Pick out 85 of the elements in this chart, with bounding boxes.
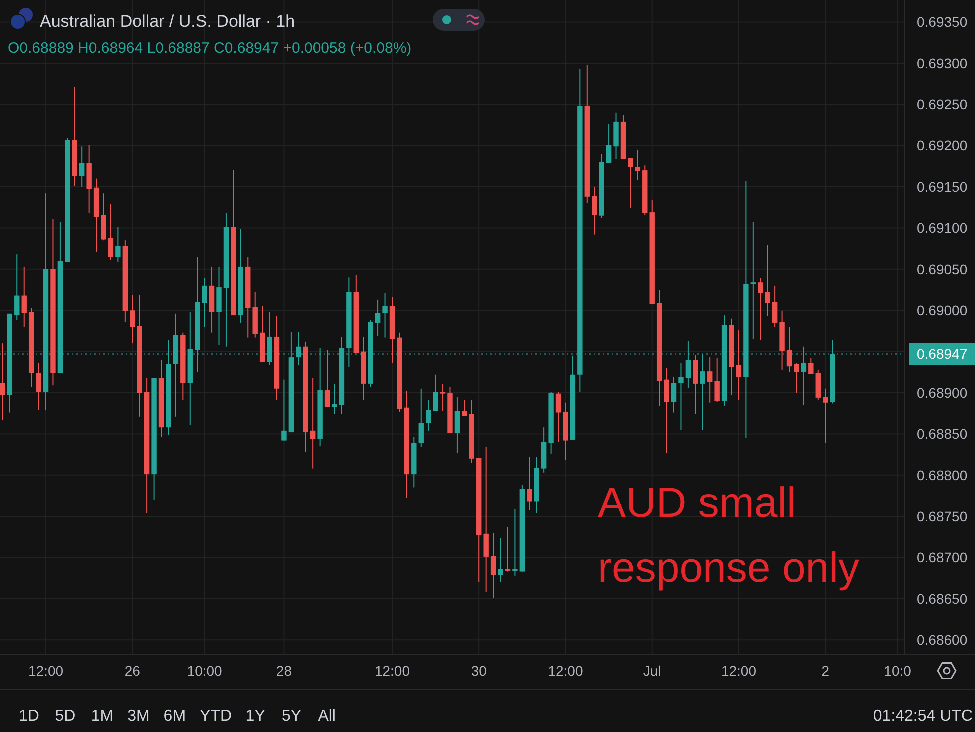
x-tick-label: 12:00 xyxy=(28,663,64,679)
candlestick xyxy=(0,343,6,421)
y-tick-label: 0.69350 xyxy=(917,14,968,30)
candlestick xyxy=(786,326,792,373)
candlestick xyxy=(36,362,42,411)
candlestick xyxy=(116,226,121,262)
candlestick xyxy=(462,400,468,417)
y-tick-label: 0.69000 xyxy=(917,302,968,319)
text: 3M xyxy=(128,708,150,725)
x-tick-label: 10:0 xyxy=(884,663,912,679)
annotation: AUD small response only xyxy=(598,479,860,591)
x-tick-label: 12:00 xyxy=(374,663,410,679)
y-tick-label: 0.69200 xyxy=(917,138,968,154)
y-tick-label: 0.69250 xyxy=(917,96,968,113)
candlestick xyxy=(794,362,800,394)
text: Australian Dollar / U.S. Dollar · 1h xyxy=(40,12,296,31)
text: 01:42:54 UTC xyxy=(873,708,973,725)
candlestick xyxy=(418,388,424,448)
text: YTD xyxy=(200,708,232,725)
text: 5D xyxy=(55,708,76,725)
candlestick xyxy=(498,538,504,583)
candlestick xyxy=(693,354,698,415)
candlestick xyxy=(440,383,446,412)
candlestick xyxy=(592,186,598,236)
y-tick-label: 0.69100 xyxy=(917,220,968,236)
y-tick-label: 0.68650 xyxy=(917,590,968,607)
candlestick xyxy=(484,446,489,593)
text: 6M xyxy=(164,708,186,725)
candlestick xyxy=(823,388,828,444)
candlestick xyxy=(310,378,316,470)
y-tick-label: 0.68850 xyxy=(917,426,968,442)
ref-line-label: 0.68947 xyxy=(917,346,968,362)
candlestick xyxy=(454,396,460,454)
candlestick xyxy=(635,149,641,181)
text: O0.68889 H0.68964 L0.68887 C0.68947 +0.00058 (+0.08%) xyxy=(8,40,412,57)
candlestick xyxy=(14,254,20,321)
y-tick-label: 0.69300 xyxy=(917,55,968,72)
candlestick xyxy=(765,245,770,317)
candlestick xyxy=(426,400,432,432)
text: 1M xyxy=(91,708,114,725)
candlestick xyxy=(130,294,136,344)
text: 1Y xyxy=(246,708,266,725)
candlestick xyxy=(22,266,27,328)
candlestick xyxy=(382,292,388,338)
y-tick-label: 0.69050 xyxy=(917,261,968,278)
candlestick xyxy=(433,374,438,412)
candlestick xyxy=(512,508,518,576)
candlestick xyxy=(490,532,496,599)
candlestick xyxy=(664,368,670,454)
x-tick-label: 12:00 xyxy=(548,663,584,679)
x-tick-label: 26 xyxy=(124,663,141,679)
candlestick xyxy=(527,456,532,510)
candlestick xyxy=(714,358,720,403)
text: All xyxy=(318,708,336,725)
text: 1D xyxy=(19,708,40,725)
candlestick xyxy=(678,362,684,431)
candlestick xyxy=(202,278,208,328)
y-tick-label: 0.68800 xyxy=(917,467,968,484)
y-tick-label: 0.68900 xyxy=(917,384,968,401)
y-tick-label: 0.69150 xyxy=(917,178,968,195)
candlestick xyxy=(282,379,287,442)
x-tick-label: Jul xyxy=(643,663,662,679)
candlestick xyxy=(108,204,114,261)
candlestick xyxy=(808,358,814,375)
candlestick xyxy=(628,158,634,209)
candlestick xyxy=(80,146,85,188)
x-tick-label: 10:00 xyxy=(187,663,223,679)
candlestick xyxy=(708,357,713,404)
y-tick-label: 0.68700 xyxy=(917,550,968,566)
candlestick xyxy=(556,392,562,443)
x-tick-label: 12:00 xyxy=(721,663,757,679)
candlestick xyxy=(758,278,764,341)
candlestick xyxy=(772,285,778,328)
candlestick xyxy=(606,124,612,164)
x-tick-label: 30 xyxy=(471,663,488,679)
candlestick xyxy=(736,330,742,401)
text: 5Y xyxy=(282,708,302,725)
candlestick xyxy=(671,376,677,414)
y-tick-label: 0.68750 xyxy=(917,508,968,524)
candlestick xyxy=(324,350,330,408)
candlestick xyxy=(375,299,381,337)
candlestick xyxy=(332,383,338,415)
x-tick-label: 2 xyxy=(822,663,830,679)
y-tick-label: 0.68600 xyxy=(917,632,968,648)
x-tick-label: 28 xyxy=(276,663,292,679)
